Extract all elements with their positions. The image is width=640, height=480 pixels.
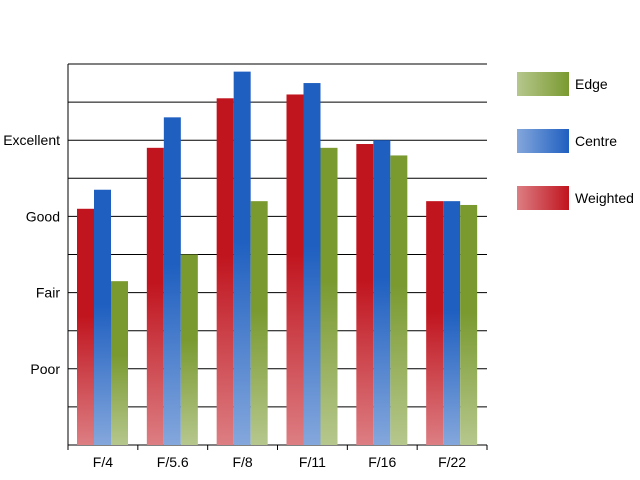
y-tick-label: Good	[26, 208, 60, 224]
x-tick-label: F/8	[232, 454, 252, 470]
tick-labels: F/4 F/5.6 F/8 F/11 F/16 F/22 Poor Fair Good Excel…	[3, 132, 488, 470]
y-tick-label: Poor	[30, 361, 60, 377]
bar-edge-5	[460, 204, 478, 445]
bar-weighted-5	[426, 201, 444, 445]
legend-swatch-centre	[517, 129, 569, 153]
bar-centre-3	[303, 83, 321, 446]
legend: Edge Centre Weighted	[517, 72, 634, 210]
y-tick-label: Fair	[36, 285, 60, 301]
bar-weighted-4	[356, 144, 374, 445]
bar-edge-2	[250, 201, 268, 445]
bar-weighted-2	[216, 98, 234, 445]
legend-label-centre: Centre	[575, 133, 617, 149]
legend-swatch-weighted	[517, 186, 569, 210]
legend-label-edge: Edge	[575, 76, 608, 92]
bar-weighted-3	[286, 94, 304, 445]
x-tick-label: F/16	[368, 454, 396, 470]
bar-edge-4	[390, 155, 408, 445]
bar-edge-1	[180, 254, 198, 445]
legend-swatch-edge	[517, 72, 569, 96]
x-tick-label: F/11	[299, 454, 326, 470]
bar-centre-1	[163, 117, 181, 445]
bar-centre-5	[443, 201, 461, 445]
bar-weighted-0	[77, 208, 94, 445]
bar-centre-0	[94, 189, 111, 445]
legend-label-weighted: Weighted	[575, 190, 634, 206]
bar-centre-2	[233, 71, 251, 446]
x-tick-label: F/5.6	[157, 454, 189, 470]
bar-centre-4	[373, 140, 391, 445]
bar-edge-0	[111, 281, 128, 445]
y-tick-label: Excellent	[3, 132, 60, 148]
grid-lines	[68, 63, 487, 408]
x-tick-label: F/4	[93, 454, 113, 470]
x-tick-label: F/22	[438, 454, 466, 470]
bar-edge-3	[320, 147, 338, 445]
bar-weighted-1	[146, 147, 164, 445]
bars	[77, 71, 478, 446]
